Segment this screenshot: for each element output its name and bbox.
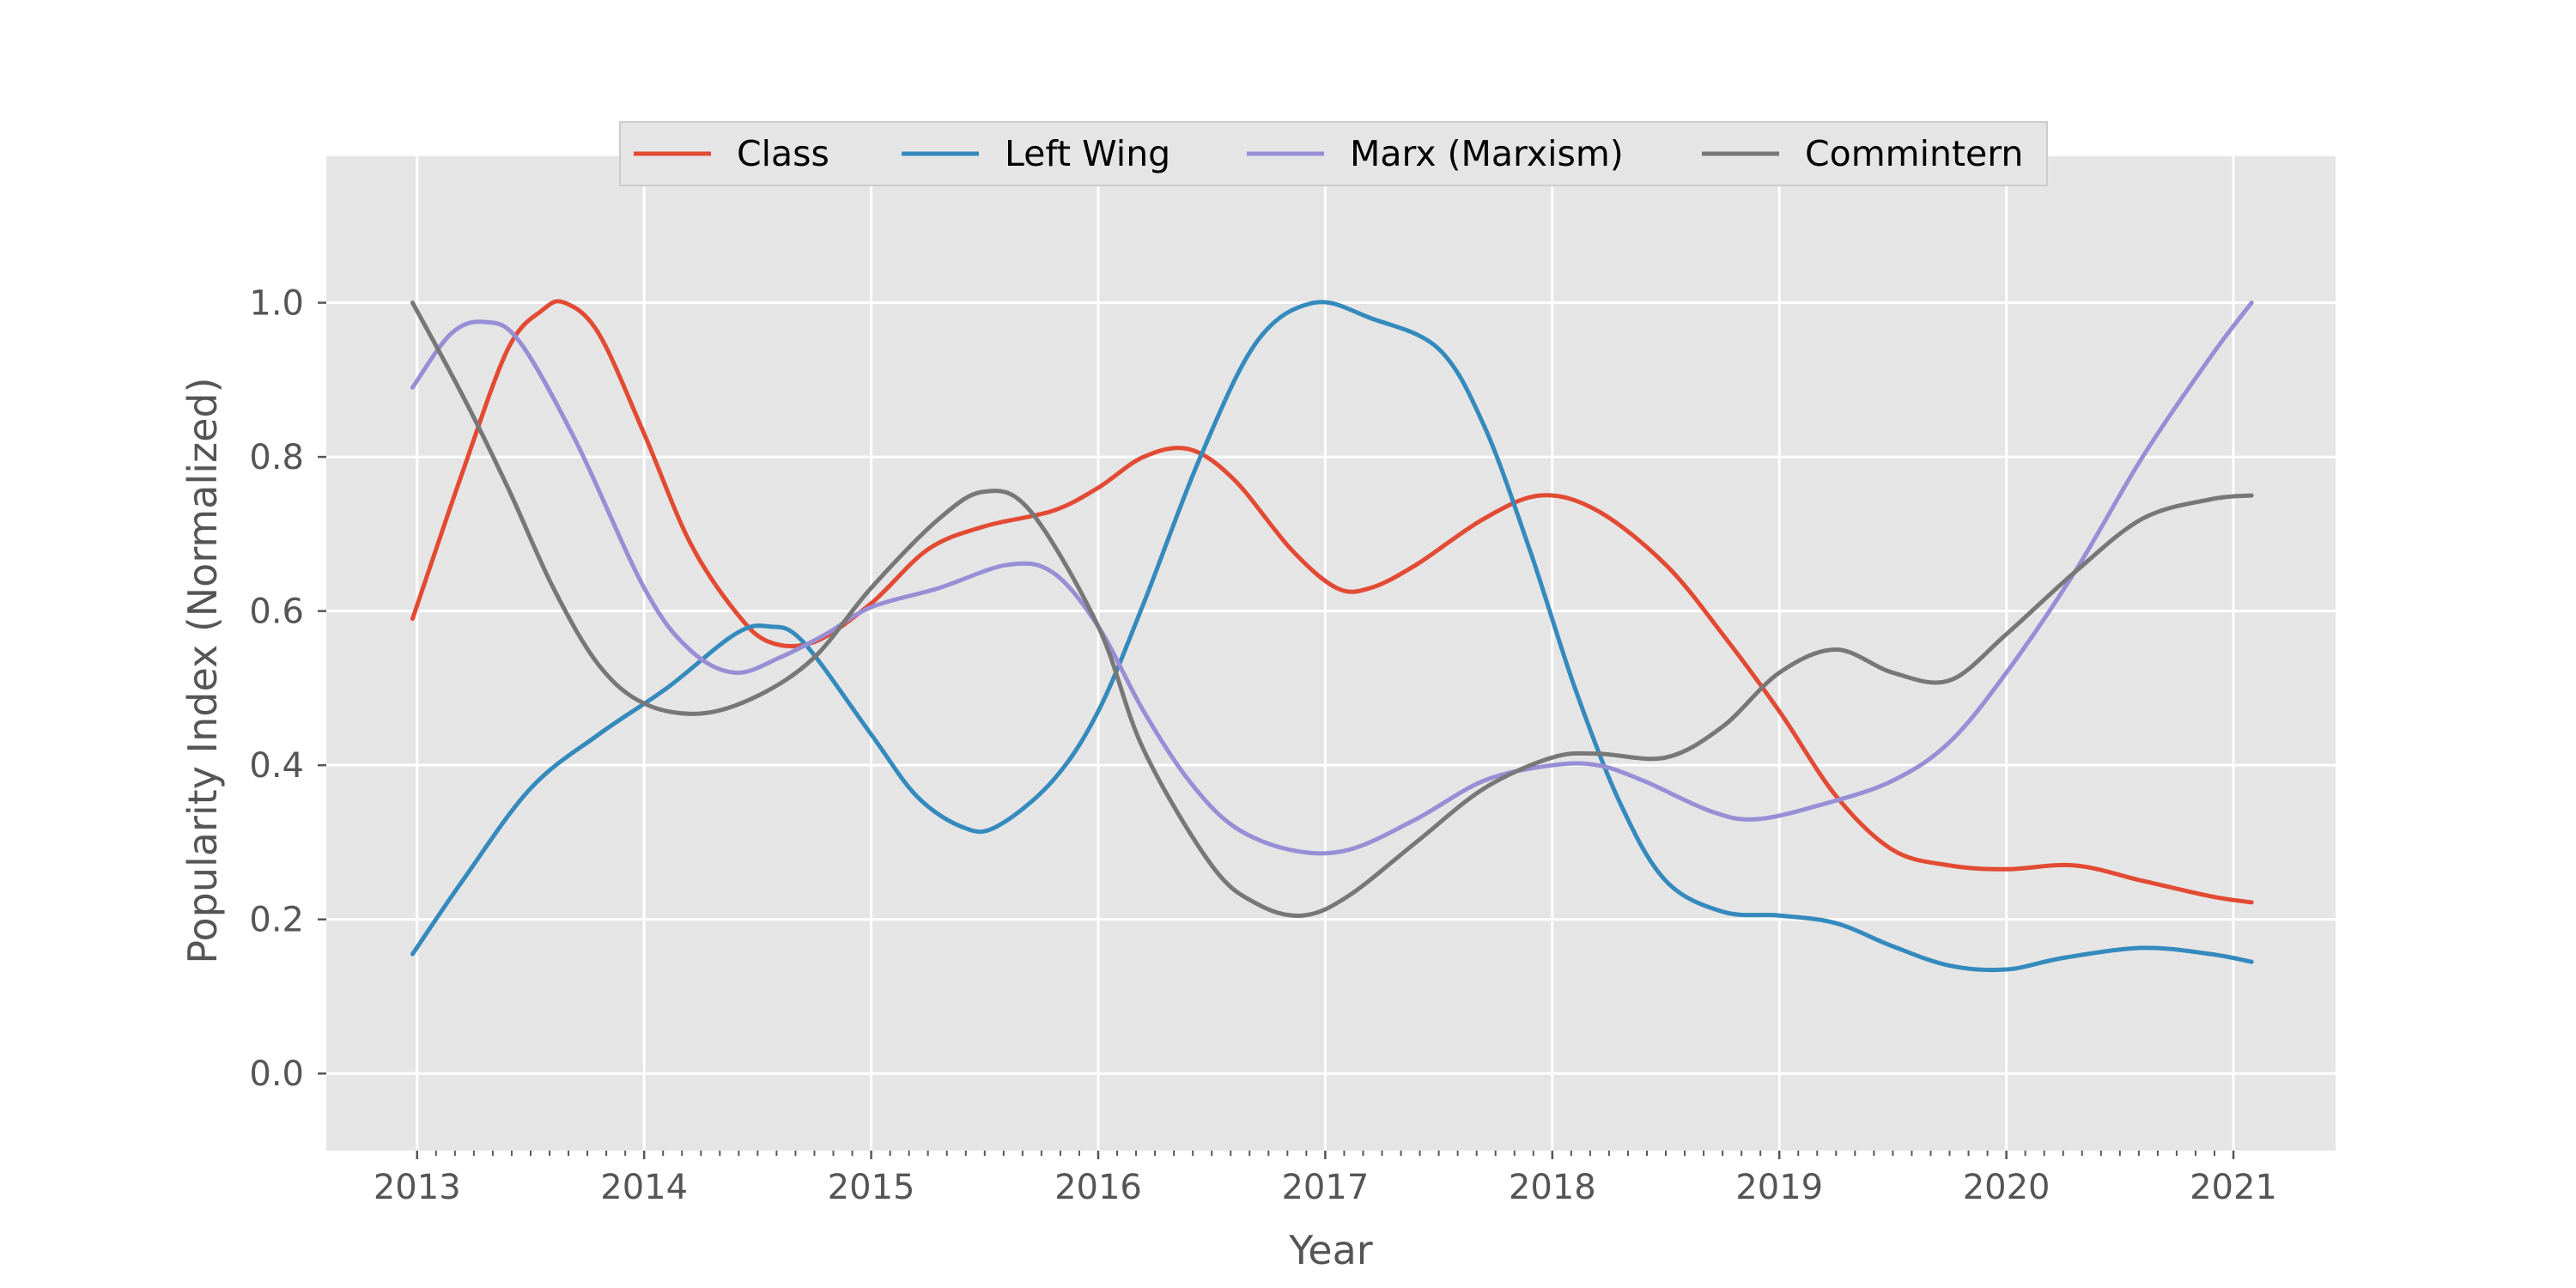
y-tick-label: 0.4 (249, 746, 304, 786)
y-axis-label: Popularity Index (Normalized) (179, 377, 226, 963)
series-line-commintern (410, 301, 2254, 918)
x-tick-label: 2018 (1509, 1168, 1596, 1207)
legend: Class Left Wing Marx (Marxism) Commintern (619, 121, 2048, 186)
legend-label: Commintern (1805, 133, 2023, 174)
x-tick-label: 2021 (2190, 1168, 2277, 1207)
y-tick-label: 0.0 (249, 1054, 304, 1094)
x-tick-label: 2019 (1735, 1168, 1823, 1207)
x-tick-label: 2016 (1054, 1168, 1142, 1207)
plot-background (326, 156, 2336, 1151)
y-tick-label: 0.6 (249, 592, 304, 632)
legend-label: Class (737, 133, 829, 174)
series-line-class (410, 299, 2254, 905)
legend-label: Marx (Marxism) (1350, 133, 1624, 174)
x-tick-label: 2014 (600, 1168, 688, 1207)
y-tick-label: 1.0 (249, 284, 304, 324)
y-tick-label: 0.2 (249, 901, 304, 940)
legend-box (619, 121, 2048, 186)
axes: 2013 2014 2015 2016 2017 2018 2019 2020 2021 0.0 0… (249, 284, 2277, 1207)
x-tick-label: 2013 (374, 1168, 461, 1207)
y-tick-label: 0.8 (249, 438, 304, 477)
x-tick-label: 2017 (1281, 1168, 1369, 1207)
x-axis-label: Year (1288, 1227, 1372, 1273)
x-tick-label: 2015 (828, 1168, 915, 1207)
legend-label: Left Wing (1005, 133, 1170, 174)
series-line-marx-marxism (410, 301, 2254, 856)
series-layer (410, 299, 2254, 973)
x-tick-label: 2020 (1963, 1168, 2050, 1207)
series-line-left-wing (410, 300, 2254, 973)
grid (326, 156, 2336, 1151)
